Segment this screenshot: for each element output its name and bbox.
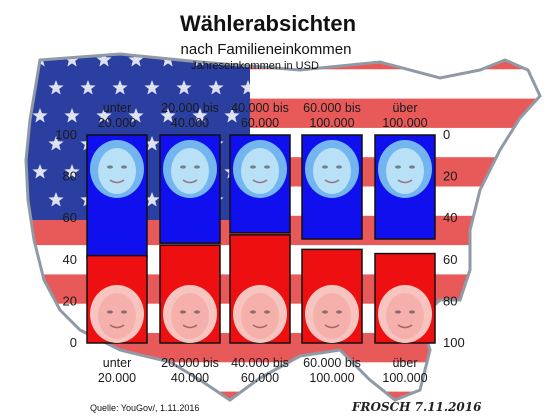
left-tick-label: 40 — [63, 252, 77, 267]
right-tick-label: 80 — [443, 293, 457, 308]
category-labels-top: unter 20.000 20.000 bis 40.000 40.000 bis 60.… — [98, 101, 428, 130]
right-tick-label: 20 — [443, 169, 457, 184]
portrait-red — [163, 285, 217, 343]
chart-title: Wählerabsichten — [180, 11, 356, 36]
portrait-red — [378, 285, 432, 343]
category-label-bottom: über 100.000 — [382, 356, 427, 385]
flag-star — [128, 108, 144, 123]
left-axis: 0 20 40 60 80 100 — [55, 127, 77, 350]
right-axis: 0 20 40 60 80 100 — [443, 127, 465, 350]
flag-star — [48, 136, 64, 151]
flag-star — [176, 80, 192, 95]
portrait-blue — [233, 140, 287, 198]
left-tick-label: 80 — [63, 169, 77, 184]
category-label-top: unter 20.000 — [98, 101, 136, 130]
flag-star — [192, 108, 208, 123]
flag-star — [64, 108, 80, 123]
right-tick-label: 60 — [443, 252, 457, 267]
flag-star — [208, 80, 224, 95]
left-tick-label: 0 — [70, 335, 77, 350]
flag-star — [48, 192, 64, 207]
portrait-red — [233, 285, 287, 343]
flag-star — [96, 108, 112, 123]
bars — [86, 134, 436, 344]
category-label-top: über 100.000 — [382, 101, 427, 130]
flag-star — [80, 80, 96, 95]
category-label-top: 20.000 bis 40.000 — [161, 101, 219, 130]
flag-star — [144, 192, 160, 207]
flag-star — [96, 54, 112, 67]
portrait-blue — [163, 140, 217, 198]
flag-star — [64, 54, 80, 67]
flag-star — [240, 80, 256, 95]
category-labels-bottom: unter 20.000 20.000 bis 40.000 40.000 bis 60.… — [98, 356, 428, 385]
portrait-blue — [305, 140, 359, 198]
flag-star — [32, 108, 48, 123]
portrait-blue — [90, 140, 144, 198]
flag-star — [144, 80, 160, 95]
left-tick-label: 60 — [63, 210, 77, 225]
portrait-red — [305, 285, 359, 343]
category-label-bottom: 20.000 bis 40.000 — [161, 356, 219, 385]
left-tick-label: 20 — [63, 293, 77, 308]
category-label-top: 60.000 bis 100.000 — [303, 101, 361, 130]
chart-subtitle: nach Familieneinkommen — [181, 41, 352, 58]
right-tick-label: 100 — [443, 335, 465, 350]
category-label-bottom: 60.000 bis 100.000 — [303, 356, 361, 385]
flag-star — [32, 164, 48, 179]
flag-star — [64, 164, 80, 179]
us-map-outline — [24, 52, 542, 402]
flag-star — [128, 54, 144, 67]
right-tick-label: 40 — [443, 210, 457, 225]
unit-label: Jahreseinkommen in USD — [191, 60, 319, 72]
portrait-red — [90, 285, 144, 343]
flag-star — [112, 80, 128, 95]
left-tick-label: 100 — [55, 127, 77, 142]
artist-signature: FROSCH 7.11.2016 — [351, 400, 482, 414]
category-label-bottom: 40.000 bis 60.000 — [231, 356, 289, 385]
flag-star — [224, 108, 240, 123]
flag-star — [160, 108, 176, 123]
right-tick-label: 0 — [443, 127, 450, 142]
category-label-top: 40.000 bis 60.000 — [231, 101, 289, 130]
flag-star — [144, 136, 160, 151]
category-label-bottom: unter 20.000 — [98, 356, 136, 385]
flag-star — [48, 80, 64, 95]
source-note: Quelle: YouGov/, 1.11.2016 — [90, 403, 199, 413]
portrait-blue — [378, 140, 432, 198]
